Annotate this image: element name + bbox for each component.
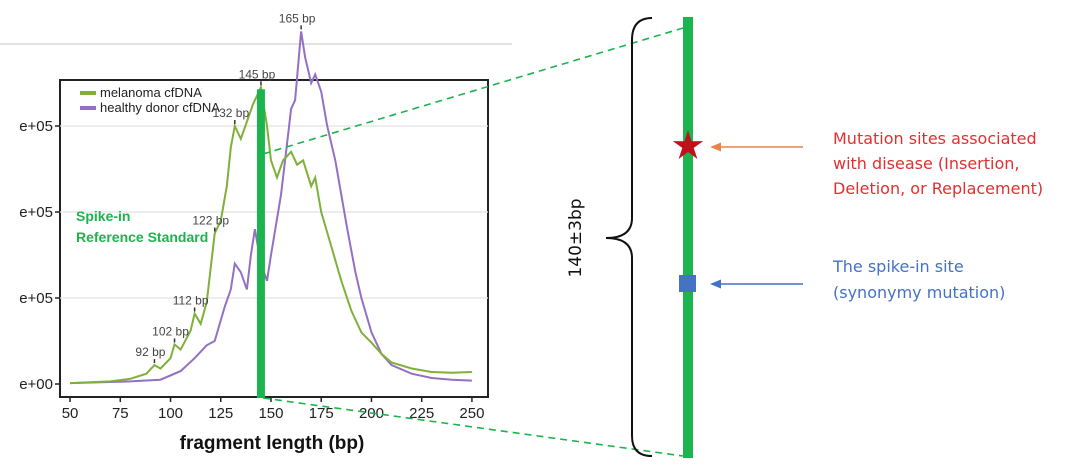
chart-panel: e+05e+05e+05e+00 50751001251501752002252…	[19, 11, 489, 454]
spike-in-site-square-icon	[679, 275, 696, 292]
mutation-note-line3: Deletion, or Replacement)	[833, 179, 1043, 198]
legend-label-healthy: healthy donor cfDNA	[100, 100, 220, 115]
peak-label: 112 bp	[173, 293, 209, 307]
grid-lines	[60, 125, 488, 299]
zoom-dashed-line-bottom	[262, 397, 684, 457]
mutation-site-star-icon	[672, 130, 704, 159]
y-tick-labels: e+05 e+05 e+05 e+00	[19, 118, 60, 393]
mutation-note-line2: with disease (Insertion,	[833, 154, 1019, 173]
x-tick-label: 150	[258, 405, 283, 422]
y-tick-label: e+05	[19, 204, 53, 221]
y-tick-label: e+05	[19, 118, 53, 135]
zoom-dashed-line-top	[262, 27, 684, 155]
x-tick-label: 100	[158, 405, 183, 422]
length-brace	[605, 17, 653, 457]
spike-in-label-line1: Spike-in	[76, 208, 130, 224]
y-tick-label: e+00	[19, 376, 53, 393]
x-tick-labels: 5075100125150175200225250	[62, 397, 484, 422]
legend: melanoma cfDNA healthy donor cfDNA	[80, 85, 220, 115]
spike-in-label-line2: Reference Standard	[76, 229, 208, 245]
spike-in-marker-bar	[256, 89, 265, 399]
x-axis-label: fragment length (bp)	[180, 433, 365, 454]
x-tick-label: 75	[112, 405, 129, 422]
arrow-head-icon	[710, 142, 721, 152]
length-label: 140±3bp	[566, 198, 586, 277]
x-tick-label: 225	[409, 405, 434, 422]
peak-label: 92 bp	[135, 345, 165, 359]
spike-site-note-line1: The spike-in site	[832, 257, 964, 276]
x-tick-label: 125	[208, 405, 233, 422]
series-line-melanoma	[69, 83, 472, 385]
x-tick-label: 50	[62, 405, 79, 422]
spike-site-arrow	[710, 279, 803, 289]
dna-fragment-strand	[683, 17, 693, 458]
series-line-healthy	[69, 31, 472, 385]
legend-label-melanoma: melanoma cfDNA	[100, 85, 202, 100]
peak-label: 132 bp	[212, 106, 249, 120]
mutation-arrow	[710, 142, 803, 152]
peak-label: 102 bp	[152, 324, 189, 338]
mutation-note-line1: Mutation sites associated	[833, 129, 1037, 148]
spike-site-note-line2: (synonymy mutation)	[833, 283, 1005, 302]
y-tick-label: e+05	[19, 290, 53, 307]
x-tick-label: 250	[459, 405, 484, 422]
peak-label: 145 bp	[239, 67, 276, 81]
peak-label: 122 bp	[192, 214, 229, 228]
arrow-head-icon	[710, 279, 721, 289]
x-tick-label: 175	[309, 405, 334, 422]
peak-annotations: 92 bp 102 bp 112 bp 122 bp 132 bp 145 bp 165 b…	[135, 11, 316, 364]
peak-label: 165 bp	[279, 11, 316, 25]
